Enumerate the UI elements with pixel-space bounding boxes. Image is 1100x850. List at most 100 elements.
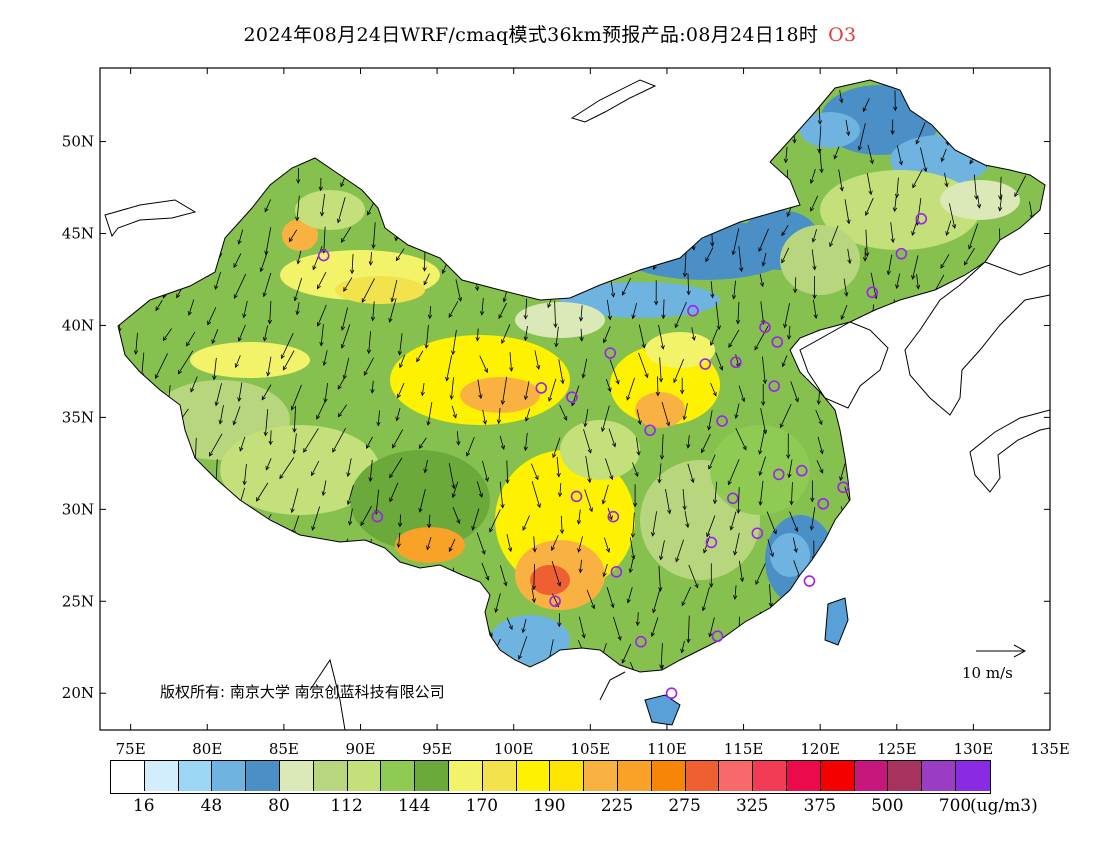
wind-arrow (581, 358, 588, 379)
lon-tick-label: 130E (954, 740, 994, 758)
legend-swatch (144, 761, 179, 791)
wind-arrow (736, 487, 741, 514)
wind-arrow (659, 434, 665, 460)
wind-arrow (445, 355, 453, 382)
wind-arrow (346, 458, 352, 478)
wind-arrow (940, 254, 950, 269)
wind-arrow (789, 482, 794, 506)
wind-arrow (707, 410, 713, 431)
wind-arrow (809, 507, 816, 531)
city-station-marker (837, 481, 849, 494)
wind-arrow (280, 333, 294, 360)
wind-arrow (482, 409, 487, 425)
legend-swatch (651, 761, 686, 791)
wind-arrow (214, 271, 222, 290)
wind-arrow (629, 661, 640, 672)
wind-arrow (481, 562, 490, 581)
wind-arrow (790, 381, 799, 403)
wind-arrow (420, 383, 425, 397)
lon-tick-label: 115E (724, 740, 764, 758)
legend-swatch (448, 761, 483, 791)
wind-arrow (209, 433, 223, 457)
wind-arrow (601, 484, 609, 505)
wind-arrow (866, 173, 873, 196)
wind-arrow (233, 273, 247, 299)
wind-arrow (242, 463, 247, 486)
legend-swatch (550, 761, 585, 791)
wind-arrow (371, 222, 376, 250)
wind-arrow (708, 454, 716, 470)
wind-arrow (896, 145, 903, 166)
wind-arrow (948, 203, 957, 229)
wind-arrow (601, 405, 610, 433)
wind-arrow (811, 249, 817, 271)
wind-arrow (337, 377, 345, 390)
wind-arrow (1014, 175, 1027, 198)
wind-arrow (337, 404, 347, 418)
wind-arrow (288, 229, 298, 243)
wind-arrow (761, 252, 767, 267)
wind-arrow (558, 359, 565, 385)
wind-arrow (636, 437, 641, 456)
wind-arrow (893, 90, 898, 112)
lon-tick-label: 85E (269, 740, 299, 758)
title-species: O3 (828, 24, 857, 46)
wind-arrow (477, 379, 483, 400)
legend-label: 190 (533, 796, 566, 816)
wind-arrow (819, 148, 824, 174)
legend-swatch (212, 761, 247, 791)
wind-arrow (290, 384, 302, 411)
wind-arrow (524, 408, 531, 422)
wind-arrow (682, 489, 687, 511)
wind-arrow (911, 255, 919, 280)
wind-arrow (705, 247, 714, 263)
legend-swatch (347, 761, 382, 791)
wind-arrow (659, 643, 664, 670)
wind-arrow (864, 229, 870, 258)
wind-arrow (348, 508, 353, 526)
wind-arrow (452, 506, 461, 525)
legend-label: 170 (465, 796, 499, 816)
wind-arrow (155, 353, 168, 379)
wind-arrow (553, 300, 558, 329)
wind-arrow (712, 481, 718, 505)
city-station-marker (803, 575, 816, 587)
legend-swatch (617, 761, 652, 791)
wind-arrow (915, 273, 921, 290)
wind-arrow (576, 509, 582, 525)
wind-arrow (735, 301, 741, 325)
wind-arrow (187, 299, 195, 316)
wind-arrow (845, 120, 851, 137)
wind-arrow (557, 613, 562, 628)
wind-arrow (811, 229, 817, 243)
legend-swatch (111, 761, 145, 791)
wind-arrow (531, 563, 537, 591)
city-station-marker (716, 415, 728, 427)
wind-arrow (829, 225, 839, 248)
wind-arrow (810, 480, 815, 503)
legend-swatch (786, 761, 821, 791)
city-station-marker (570, 490, 583, 503)
wind-arrow (738, 560, 745, 583)
lon-tick-label: 90E (345, 740, 375, 758)
wind-arrow (661, 299, 666, 320)
wind-arrow (636, 409, 642, 425)
wind-arrow (523, 381, 530, 401)
wind-arrow (578, 305, 584, 322)
city-station-markers (317, 212, 928, 700)
wind-arrow (267, 300, 273, 325)
city-station-marker (866, 286, 879, 299)
wind-arrow (207, 307, 217, 326)
wind-arrow (762, 356, 768, 385)
wind-arrow (738, 385, 746, 403)
legend-swatch (279, 761, 314, 791)
wind-arrow (501, 324, 511, 345)
lon-tick-label: 110E (647, 740, 687, 758)
wind-arrow (786, 325, 792, 340)
wind-arrow (237, 382, 243, 402)
wind-arrow (706, 515, 716, 538)
lat-tick-label: 20N (62, 684, 94, 702)
wind-arrow (532, 536, 537, 553)
legend-label: 144 (397, 796, 431, 816)
wind-arrow (583, 429, 592, 454)
